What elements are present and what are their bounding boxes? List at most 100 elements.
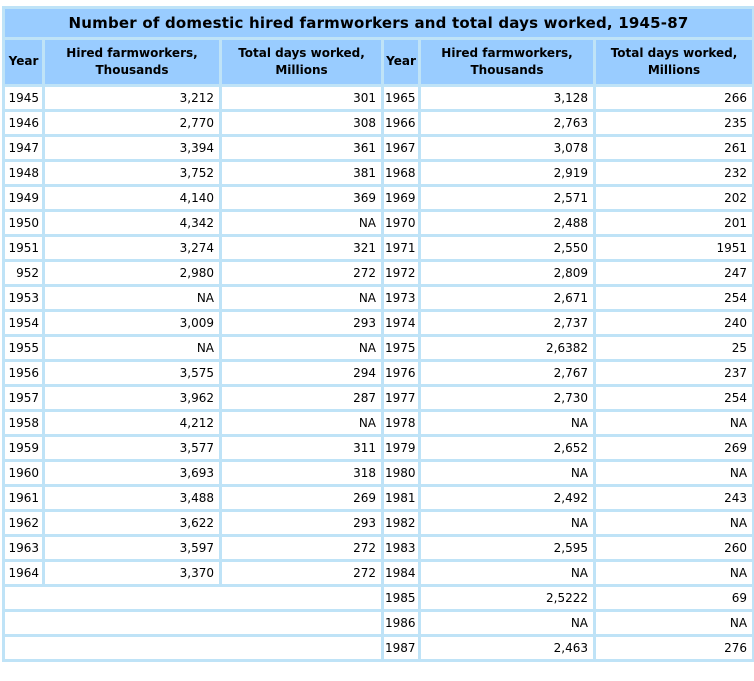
- value-cell: 3,488: [42, 484, 222, 512]
- year-cell: 1964: [2, 559, 45, 587]
- value-cell: 4,140: [42, 184, 222, 212]
- value-cell: NA: [219, 209, 384, 237]
- year-cell: 952: [2, 259, 45, 287]
- value-cell: 311: [219, 434, 384, 462]
- value-cell: 293: [219, 509, 384, 537]
- year-cell: 1946: [2, 109, 45, 137]
- year-cell: 1983: [381, 534, 421, 562]
- year-cell: 1963: [2, 534, 45, 562]
- value-cell: 2,770: [42, 109, 222, 137]
- value-cell: 1951: [592, 234, 754, 262]
- table-row: 1948 3,752 381 1968 2,919 232: [2, 159, 754, 187]
- value-cell: 4,212: [42, 409, 222, 437]
- value-cell: 294: [219, 359, 384, 387]
- value-cell: 2,5222: [418, 584, 596, 612]
- value-cell: 3,009: [42, 309, 222, 337]
- table-row: 952 2,980 272 1972 2,809 247: [2, 259, 754, 287]
- value-cell: 3,128: [418, 84, 596, 112]
- year-cell: 1968: [381, 159, 421, 187]
- value-cell: NA: [219, 284, 384, 312]
- value-cell: 240: [592, 309, 754, 337]
- value-cell: 202: [592, 184, 754, 212]
- value-cell: 3,394: [42, 134, 222, 162]
- column-header-year-left: Year: [2, 37, 45, 87]
- value-cell: 369: [219, 184, 384, 212]
- year-cell: 1966: [381, 109, 421, 137]
- value-cell: 3,575: [42, 359, 222, 387]
- table-row: 1953 NA NA 1973 2,671 254: [2, 284, 754, 312]
- table-row: 1956 3,575 294 1976 2,767 237: [2, 359, 754, 387]
- year-cell: 1970: [381, 209, 421, 237]
- value-cell: NA: [592, 409, 754, 437]
- value-cell: 3,597: [42, 534, 222, 562]
- value-cell: NA: [42, 334, 222, 362]
- year-cell: 1950: [2, 209, 45, 237]
- value-cell: 2,652: [418, 434, 596, 462]
- value-cell: 318: [219, 459, 384, 487]
- table-row: 1947 3,394 361 1967 3,078 261: [2, 134, 754, 162]
- value-cell: 272: [219, 559, 384, 587]
- table-row: 1962 3,622 293 1982 NA NA: [2, 509, 754, 537]
- value-cell: 2,809: [418, 259, 596, 287]
- value-cell: 2,980: [42, 259, 222, 287]
- year-cell: 1981: [381, 484, 421, 512]
- year-cell: 1980: [381, 459, 421, 487]
- table-row: 1961 3,488 269 1981 2,492 243: [2, 484, 754, 512]
- value-cell: 237: [592, 359, 754, 387]
- year-cell: 1978: [381, 409, 421, 437]
- table-row: 1950 4,342 NA 1970 2,488 201: [2, 209, 754, 237]
- table-row: 1955 NA NA 1975 2,6382 25: [2, 334, 754, 362]
- value-cell: 235: [592, 109, 754, 137]
- year-cell: 1972: [381, 259, 421, 287]
- value-cell: NA: [418, 409, 596, 437]
- year-cell: 1984: [381, 559, 421, 587]
- value-cell: 3,693: [42, 459, 222, 487]
- value-cell: NA: [592, 509, 754, 537]
- year-cell: 1959: [2, 434, 45, 462]
- table-row: 1954 3,009 293 1974 2,737 240: [2, 309, 754, 337]
- column-header-days-left: Total days worked, Millions: [219, 37, 384, 87]
- value-cell: 2,919: [418, 159, 596, 187]
- empty-cell: [2, 609, 384, 637]
- header-row: Year Hired farmworkers, Thousands Total …: [2, 37, 754, 87]
- value-cell: 3,212: [42, 84, 222, 112]
- value-cell: 321: [219, 234, 384, 262]
- year-cell: 1967: [381, 134, 421, 162]
- value-cell: 293: [219, 309, 384, 337]
- year-cell: 1979: [381, 434, 421, 462]
- table-title: Number of domestic hired farmworkers and…: [1, 6, 754, 40]
- value-cell: 25: [592, 334, 754, 362]
- value-cell: NA: [219, 409, 384, 437]
- table-row: 1960 3,693 318 1980 NA NA: [2, 459, 754, 487]
- value-cell: NA: [42, 284, 222, 312]
- year-cell: 1965: [381, 84, 421, 112]
- value-cell: 276: [592, 634, 754, 662]
- value-cell: 266: [592, 84, 754, 112]
- value-cell: NA: [592, 559, 754, 587]
- value-cell: 261: [592, 134, 754, 162]
- year-cell: 1982: [381, 509, 421, 537]
- value-cell: 3,577: [42, 434, 222, 462]
- column-header-year-right: Year: [381, 37, 421, 87]
- value-cell: 247: [592, 259, 754, 287]
- value-cell: 4,342: [42, 209, 222, 237]
- value-cell: 2,671: [418, 284, 596, 312]
- table-row: 1945 3,212 301 1965 3,128 266: [2, 84, 754, 112]
- year-cell: 1954: [2, 309, 45, 337]
- year-cell: 1958: [2, 409, 45, 437]
- table-row: 1963 3,597 272 1983 2,595 260: [2, 534, 754, 562]
- value-cell: 232: [592, 159, 754, 187]
- value-cell: 272: [219, 534, 384, 562]
- value-cell: NA: [418, 459, 596, 487]
- value-cell: NA: [418, 559, 596, 587]
- table-row: 1986 NA NA: [2, 609, 754, 637]
- empty-cell: [2, 634, 384, 662]
- year-cell: 1985: [381, 584, 421, 612]
- year-cell: 1987: [381, 634, 421, 662]
- table-row: 1946 2,770 308 1966 2,763 235: [2, 109, 754, 137]
- value-cell: 269: [592, 434, 754, 462]
- value-cell: 2,550: [418, 234, 596, 262]
- value-cell: NA: [418, 509, 596, 537]
- table-row: 1949 4,140 369 1969 2,571 202: [2, 184, 754, 212]
